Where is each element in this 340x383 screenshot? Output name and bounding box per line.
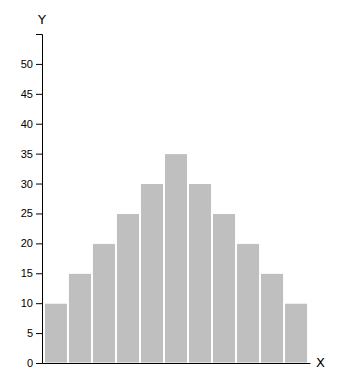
bar: [188, 184, 211, 363]
y-tick: 25: [21, 207, 42, 219]
bars: [44, 154, 307, 363]
y-tick-mark: [36, 273, 42, 274]
y-tick: 40: [21, 118, 42, 130]
bar: [92, 243, 115, 363]
bar: [285, 303, 308, 363]
x-axis-label: X: [316, 355, 325, 370]
y-tick-mark: [36, 213, 42, 214]
chart-container: 0 5 10 15 20 25 30 35 40 45 50 Y X: [0, 0, 340, 383]
chart-svg: 0 5 10 15 20 25 30 35 40 45 50 Y X: [0, 0, 340, 383]
y-tick: 30: [21, 178, 42, 190]
y-tick: 10: [21, 297, 42, 309]
y-axis: 0 5 10 15 20 25 30 35 40 45 50: [21, 35, 43, 370]
bar: [140, 184, 163, 363]
y-tick: 45: [21, 88, 42, 100]
y-tick: 5: [27, 327, 42, 339]
y-tick-label: 35: [21, 148, 33, 160]
y-tick: 15: [21, 267, 42, 279]
y-tick-mark: [36, 154, 42, 155]
y-tick-label: 15: [21, 267, 33, 279]
bar: [261, 273, 284, 363]
y-tick-mark: [36, 243, 42, 244]
y-tick-mark: [36, 333, 42, 334]
bar: [213, 213, 236, 363]
y-tick-label: 30: [21, 178, 33, 190]
y-tick-mark: [36, 94, 42, 95]
y-tick-label: 50: [21, 58, 33, 70]
y-tick-mark: [36, 64, 42, 65]
bar: [68, 273, 91, 363]
bar: [44, 303, 67, 363]
y-tick-label: 40: [21, 118, 33, 130]
x-axis: [43, 363, 311, 365]
y-axis-label: Y: [37, 12, 46, 27]
plot-area: 0 5 10 15 20 25 30 35 40 45 50: [21, 35, 311, 370]
y-tick-label: 5: [27, 327, 33, 339]
y-tick: 35: [21, 148, 42, 160]
y-tick-mark: [36, 184, 42, 185]
y-tick: 20: [21, 237, 42, 249]
y-tick-label: 25: [21, 207, 33, 219]
bar: [237, 243, 260, 363]
y-tick-label: 10: [21, 297, 33, 309]
y-tick: 50: [21, 58, 42, 70]
y-tick-label: 0: [27, 357, 33, 369]
y-tick-mark: [36, 124, 42, 125]
bar: [164, 154, 187, 363]
y-tick: 0: [27, 357, 42, 369]
x-axis-line: [43, 363, 311, 364]
y-tick-label: 45: [21, 88, 33, 100]
y-tick-label: 20: [21, 237, 33, 249]
y-axis-line: [36, 35, 43, 364]
bar: [116, 213, 139, 363]
y-tick-mark: [36, 303, 42, 304]
y-tick-mark: [36, 363, 42, 364]
